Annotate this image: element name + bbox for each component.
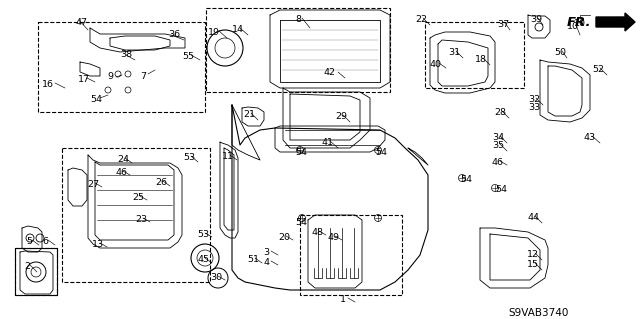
- Text: 54: 54: [375, 148, 387, 157]
- Text: 46: 46: [115, 168, 127, 177]
- Bar: [38, 22, 205, 112]
- Text: 2: 2: [24, 262, 30, 271]
- Text: 53: 53: [183, 153, 195, 162]
- Text: 20: 20: [278, 233, 290, 242]
- Text: 46: 46: [492, 158, 504, 167]
- Polygon shape: [596, 13, 635, 31]
- Text: 35: 35: [492, 141, 504, 150]
- Text: 1: 1: [340, 295, 346, 304]
- Text: 47: 47: [75, 18, 87, 27]
- Bar: [300, 215, 402, 295]
- Text: 4: 4: [263, 258, 269, 267]
- Text: 22: 22: [415, 15, 427, 24]
- Text: 54: 54: [295, 148, 307, 157]
- Text: 37: 37: [497, 20, 509, 29]
- Text: 54: 54: [460, 175, 472, 184]
- Text: 44: 44: [527, 213, 539, 222]
- Text: 28: 28: [494, 108, 506, 117]
- Text: 38: 38: [120, 50, 132, 59]
- Text: 25: 25: [132, 193, 144, 202]
- Text: 32: 32: [528, 95, 540, 104]
- Text: 7: 7: [140, 72, 146, 81]
- Text: 27: 27: [87, 180, 99, 189]
- Text: 13: 13: [92, 240, 104, 249]
- Text: 31: 31: [448, 48, 460, 57]
- Text: 8: 8: [295, 15, 301, 24]
- Text: 48: 48: [311, 228, 323, 237]
- Text: 43: 43: [584, 133, 596, 142]
- Text: 50: 50: [554, 48, 566, 57]
- Bar: [15, 248, 57, 295]
- Text: 19: 19: [208, 28, 220, 37]
- Text: 18: 18: [475, 55, 487, 64]
- Text: 14: 14: [232, 25, 244, 34]
- Bar: [206, 8, 390, 92]
- Bar: [62, 148, 210, 282]
- Text: 45: 45: [197, 255, 209, 264]
- Text: 41: 41: [322, 138, 334, 147]
- Text: 16: 16: [42, 80, 54, 89]
- Text: 51: 51: [247, 255, 259, 264]
- Text: 30: 30: [210, 273, 222, 282]
- Text: 12: 12: [527, 250, 539, 259]
- Text: 23: 23: [135, 215, 147, 224]
- Text: 10: 10: [567, 22, 579, 31]
- Bar: [15, 248, 57, 295]
- Text: 34: 34: [492, 133, 504, 142]
- Text: 42: 42: [323, 68, 335, 77]
- Text: S9VAB3740: S9VAB3740: [508, 308, 568, 318]
- Text: FR.: FR.: [566, 17, 591, 29]
- Text: 40: 40: [430, 60, 442, 69]
- Text: 17: 17: [78, 75, 90, 84]
- Text: 21: 21: [243, 110, 255, 119]
- Text: 10: 10: [574, 19, 586, 27]
- Text: 29: 29: [335, 112, 347, 121]
- Text: 33: 33: [528, 103, 540, 112]
- Text: 5: 5: [26, 237, 32, 246]
- Text: 26: 26: [155, 178, 167, 187]
- Text: 54: 54: [495, 185, 507, 194]
- Text: 11: 11: [222, 152, 234, 161]
- Text: 53: 53: [197, 230, 209, 239]
- Text: 54: 54: [90, 95, 102, 104]
- Bar: [425, 22, 524, 88]
- Text: 6: 6: [42, 237, 48, 246]
- Text: 36: 36: [168, 30, 180, 39]
- Text: 39: 39: [530, 15, 542, 24]
- Text: 52: 52: [592, 65, 604, 74]
- Text: 24: 24: [117, 155, 129, 164]
- Text: 3: 3: [263, 248, 269, 257]
- Text: 55: 55: [182, 52, 194, 61]
- Text: 54: 54: [295, 218, 307, 227]
- Text: 9: 9: [107, 72, 113, 81]
- Text: 49: 49: [327, 233, 339, 242]
- Text: 15: 15: [527, 260, 539, 269]
